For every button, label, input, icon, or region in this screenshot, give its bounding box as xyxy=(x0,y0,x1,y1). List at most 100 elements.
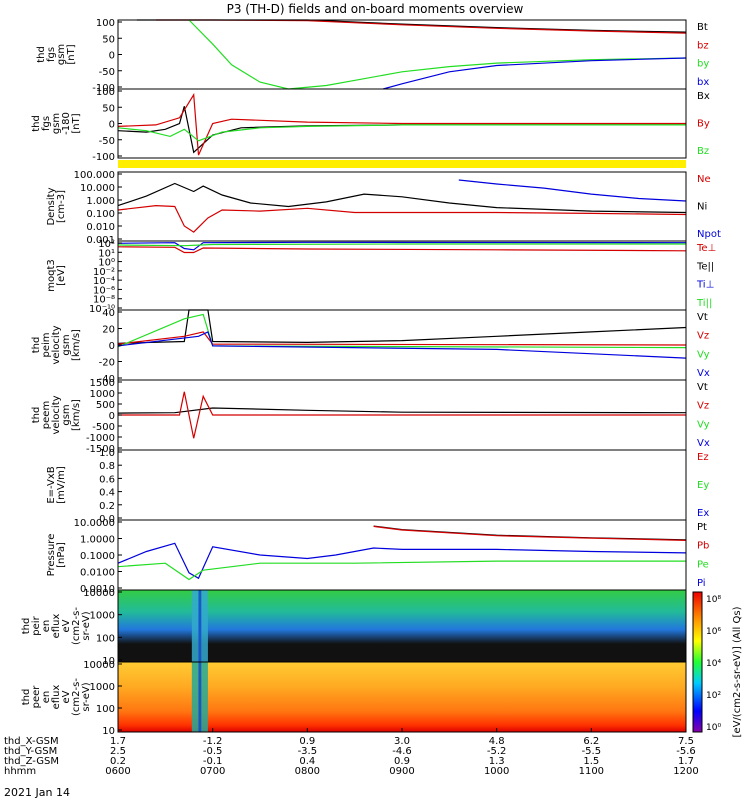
legend-entry-fgs_dsl: Bz xyxy=(697,146,709,157)
legend-entry-peem_velocity: Vy xyxy=(697,419,710,430)
series-temperature-Ti xyxy=(117,241,687,251)
ephemeris-value: 4.8 xyxy=(489,736,505,747)
y-axis-label-line: gsm xyxy=(51,113,62,134)
ephemeris-value: -5.6 xyxy=(676,746,696,757)
y-tick-label-pressure: 1.0000 xyxy=(80,535,115,546)
y-tick-label-peim_velocity: -20 xyxy=(99,358,115,369)
series-fgs_dsl-b2 xyxy=(117,92,686,156)
spectrogram-core-peir_en_eflux xyxy=(198,590,202,662)
series-temperature-Te xyxy=(117,246,687,254)
y-tick-label-temperature: 10⁰ xyxy=(98,258,115,269)
y-tick-label-peem_velocity: 0 xyxy=(109,411,115,422)
ephemeris-value: 0600 xyxy=(105,766,130,777)
y-axis-label-fgs_dsl: thd fgs gsm -180 [nT] xyxy=(31,112,82,135)
y-axis-label-line: thd xyxy=(31,337,42,354)
series-pressure-Pt xyxy=(373,525,687,541)
legend-entry-efield: Ez xyxy=(697,452,709,463)
ephemeris-value: 0900 xyxy=(389,766,414,777)
y-tick-label-peem_velocity: -1500 xyxy=(86,444,115,455)
y-axis-label-density: Density [cm-3] xyxy=(46,187,67,225)
y-axis-label-line: thd xyxy=(36,46,47,63)
legend-entry-peim_velocity: Vz xyxy=(697,331,709,342)
legend-entry-efield: Ex xyxy=(697,508,709,519)
y-tick-label-peem_velocity: 500 xyxy=(96,400,115,411)
y-tick-label-fgs: 0 xyxy=(109,51,115,62)
spectrogram-core-peer_en_eflux xyxy=(198,662,202,732)
series-peim_velocity-Vz xyxy=(117,331,687,346)
legend-entry-peim_velocity: Vt xyxy=(697,312,708,323)
y-tick-label-peer_en_eflux: 10000 xyxy=(83,660,115,671)
y-axis-label-line: gsm xyxy=(56,44,67,65)
y-axis-label-line: thd xyxy=(21,689,32,706)
legend-entry-efield: Ey xyxy=(697,480,709,491)
series-density-Ni xyxy=(117,182,687,214)
y-tick-label-peer_en_eflux: 1000 xyxy=(90,682,115,693)
date-label: 2021 Jan 14 xyxy=(4,786,70,799)
panel-frame-temperature xyxy=(117,240,687,311)
ephemeris-value: 1000 xyxy=(484,766,509,777)
y-axis-label-line: [mV/m] xyxy=(56,466,67,504)
y-axis-label-pressure: Pressure [nPa] xyxy=(46,534,67,577)
y-tick-label-temperature: 10¹ xyxy=(98,248,115,259)
y-tick-label-pressure: 0.0010 xyxy=(80,584,115,595)
y-tick-label-peir_en_eflux: 10 xyxy=(102,656,115,667)
y-axis-label-line: velocity xyxy=(51,395,62,434)
y-axis-label-line: [nPa] xyxy=(56,542,67,568)
legend-entry-fgs: bz xyxy=(697,40,709,51)
y-axis-label-peim_velocity: thd peim velocity gsm [km/s] xyxy=(31,325,82,364)
series-peim_velocity-Vt xyxy=(117,309,687,344)
y-tick-label-density: 100.000 xyxy=(74,170,115,181)
y-axis-label-line: Density xyxy=(46,187,57,225)
series-temperature-Ti|| xyxy=(117,243,686,247)
y-axis-label-line: eflux xyxy=(51,685,62,710)
y-axis-label-line: en xyxy=(41,691,52,704)
series-peem_velocity-Vz xyxy=(118,391,686,439)
ephemeris-value: 1.3 xyxy=(489,756,505,767)
y-tick-label-efield: 0.8 xyxy=(99,461,115,472)
series-peim_velocity-Vx xyxy=(117,331,687,359)
legend-entry-fgs: by xyxy=(697,59,709,70)
y-tick-label-fgs: -100 xyxy=(92,83,115,94)
colorbar-label: [eV/(cm2-s-sr-eV)] (All Qs) xyxy=(732,606,743,737)
legend-entry-temperature: Ti⊥ xyxy=(696,280,714,291)
y-axis-label-line: [km/s] xyxy=(71,399,82,431)
colorbar-label-group: [eV/(cm2-s-sr-eV)] (All Qs) xyxy=(732,606,743,737)
y-axis-label-line: peir xyxy=(31,615,42,635)
y-axis-label-line: fgs xyxy=(46,47,57,62)
ephemeris-value: 1100 xyxy=(579,766,604,777)
ephemeris-value: -5.5 xyxy=(582,746,602,757)
y-axis-label-line: thd xyxy=(21,618,32,635)
legend-entry-temperature: Te⊥ xyxy=(696,243,716,254)
ephemeris-value: 3.0 xyxy=(394,736,410,747)
ephemeris-value: 0.4 xyxy=(299,756,315,767)
y-tick-label-temperature: 10⁻¹⁰ xyxy=(89,304,115,315)
y-axis-label-line: thd xyxy=(31,407,42,424)
legend-entry-fgs_dsl: By xyxy=(697,119,710,130)
y-tick-label-peem_velocity: -1000 xyxy=(86,433,115,444)
series-peim_velocity-Vy xyxy=(117,313,687,349)
y-tick-label-pressure: 0.1000 xyxy=(80,551,115,562)
y-tick-label-pressure: 10.0000 xyxy=(74,518,115,529)
ephemeris-label: thd_Y-GSM xyxy=(4,746,57,757)
y-axis-label-line: E=-VxB xyxy=(46,466,57,503)
y-tick-label-peim_velocity: 40 xyxy=(102,308,115,319)
y-tick-label-fgs: 100 xyxy=(96,18,115,29)
series-pressure-Pb xyxy=(373,525,687,541)
legend-entry-density: Ni xyxy=(697,202,707,213)
legend-entry-peem_velocity: Vx xyxy=(697,438,710,449)
y-axis-label-line: peim xyxy=(41,332,52,357)
y-tick-label-efield: 0.2 xyxy=(99,501,115,512)
y-tick-label-peir_en_eflux: 100 xyxy=(96,633,115,644)
y-axis-label-line: sr-eV) xyxy=(81,611,92,640)
series-peem_velocity-Vt xyxy=(117,407,687,414)
colorbar-tick-label: 10⁴ xyxy=(706,659,721,669)
coverage-strip xyxy=(118,160,686,168)
y-tick-label-density: 0.001 xyxy=(86,235,115,246)
ephemeris-value: 1.5 xyxy=(583,756,599,767)
legend-entry-pressure: Pt xyxy=(697,522,707,533)
y-axis-label-peir_en_eflux: thd peir en eflux eV (cm2-s-sr-eV) xyxy=(21,607,92,645)
spectrogram-peir_en_eflux xyxy=(118,590,686,662)
ephemeris-value: 0700 xyxy=(200,766,225,777)
y-tick-label-pressure: 0.0100 xyxy=(80,568,115,579)
